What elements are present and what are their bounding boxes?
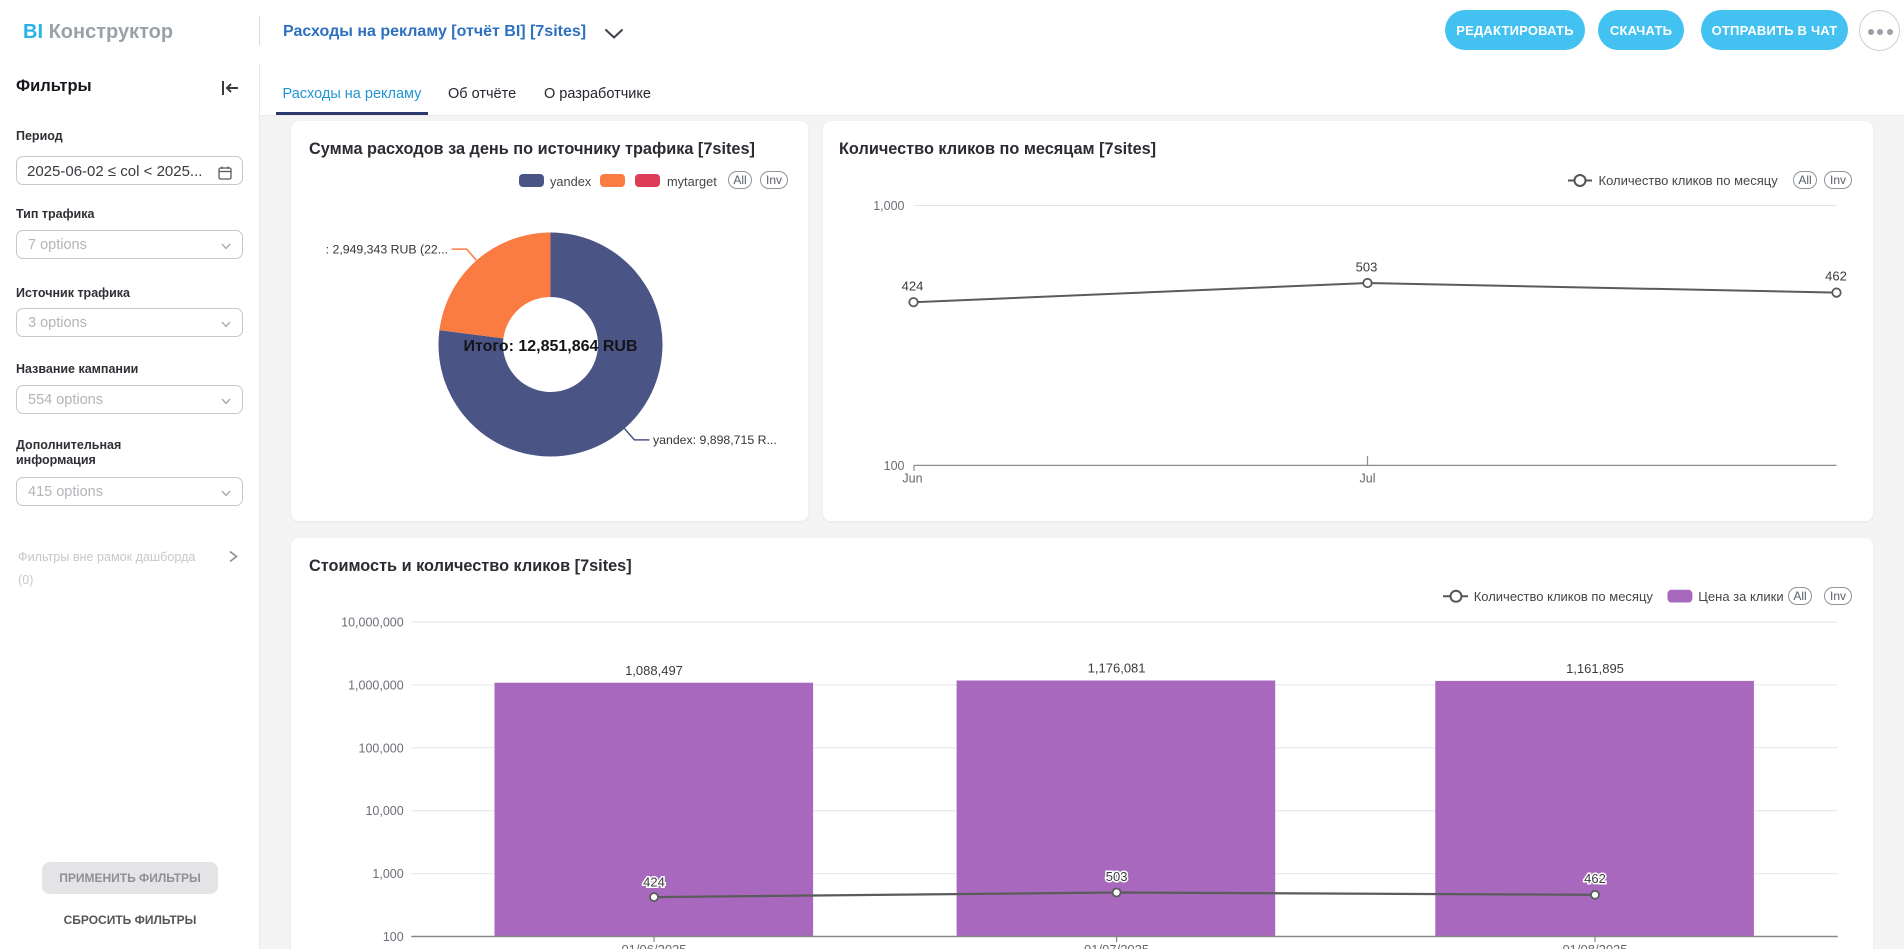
svg-text:503: 503 <box>1356 260 1378 275</box>
svg-text:424: 424 <box>902 279 924 294</box>
svg-text:100: 100 <box>884 459 905 473</box>
svg-text:1,000: 1,000 <box>372 867 403 881</box>
svg-text:462: 462 <box>1825 269 1847 284</box>
svg-text:Количество кликов по месяцу: Количество кликов по месяцу <box>1599 173 1779 188</box>
svg-text:462: 462 <box>1584 871 1606 886</box>
svg-text:1,176,081: 1,176,081 <box>1088 661 1146 676</box>
svg-text:01/06/2025: 01/06/2025 <box>621 942 686 949</box>
svg-text:10,000,000: 10,000,000 <box>341 616 404 630</box>
svg-text:Количество кликов по месяцу: Количество кликов по месяцу <box>1474 589 1654 604</box>
svg-text:503: 503 <box>1106 869 1128 884</box>
svg-text:1,000,000: 1,000,000 <box>348 678 404 692</box>
svg-text:: 2,949,343 RUB (22...: : 2,949,343 RUB (22... <box>326 242 448 256</box>
svg-text:01/08/2025: 01/08/2025 <box>1562 942 1627 949</box>
svg-text:Цена за клики: Цена за клики <box>1698 589 1783 604</box>
svg-text:424: 424 <box>643 875 665 890</box>
svg-text:01/07/2025: 01/07/2025 <box>1084 942 1149 949</box>
svg-text:100,000: 100,000 <box>359 741 404 755</box>
svg-text:10,000: 10,000 <box>365 804 403 818</box>
svg-text:Jul: Jul <box>1360 472 1376 486</box>
svg-text:Итого: 12,851,864 RUB: Итого: 12,851,864 RUB <box>463 338 637 355</box>
svg-text:1,161,895: 1,161,895 <box>1566 661 1624 676</box>
svg-text:yandex: 9,898,715 R...: yandex: 9,898,715 R... <box>653 433 777 447</box>
svg-text:Jun: Jun <box>902 472 922 486</box>
svg-text:100: 100 <box>383 930 404 944</box>
svg-text:1,088,497: 1,088,497 <box>625 663 683 678</box>
svg-text:1,000: 1,000 <box>873 199 904 213</box>
